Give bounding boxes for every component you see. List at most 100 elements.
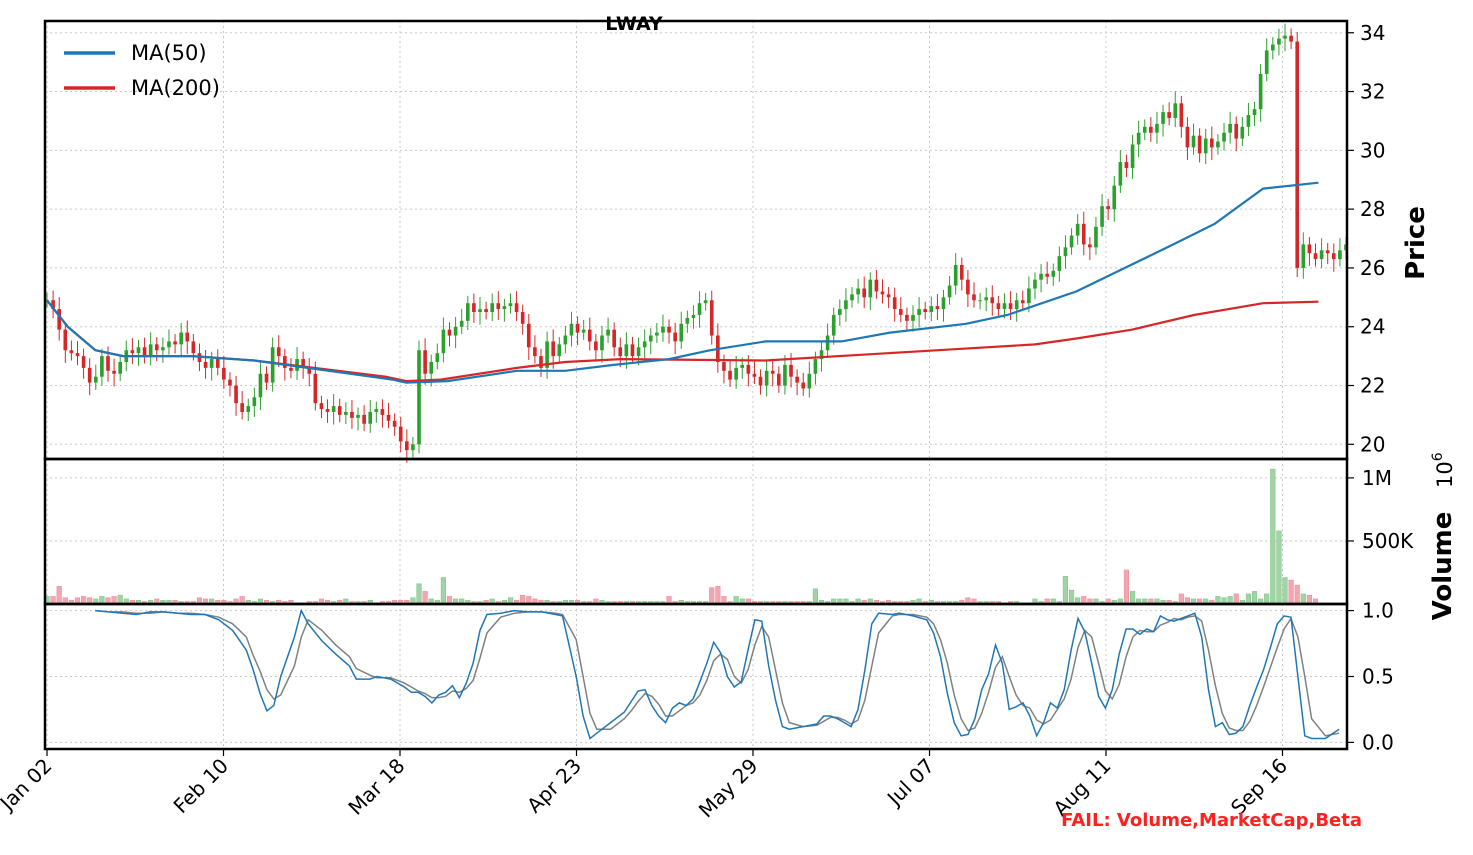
candle-body xyxy=(1319,250,1324,260)
candle-body xyxy=(1191,135,1196,148)
candle-body xyxy=(331,406,336,412)
candle-body xyxy=(81,356,86,368)
legend-ma200-label: MA(200) xyxy=(131,76,220,100)
price-y-tick-label: 30 xyxy=(1360,138,1385,162)
candle-body xyxy=(356,414,360,418)
candle-body xyxy=(392,420,397,427)
candle-body xyxy=(789,364,793,377)
candle-body xyxy=(209,359,214,368)
volume-bar xyxy=(1282,577,1288,605)
volume-bar xyxy=(1233,593,1239,605)
candle-body xyxy=(1277,38,1281,45)
candle-body xyxy=(935,306,940,310)
candle-body xyxy=(429,361,434,374)
candle-body xyxy=(283,356,287,368)
candle-body xyxy=(337,406,342,415)
candle-body xyxy=(136,347,141,354)
candle-body xyxy=(1258,73,1263,110)
candle-body xyxy=(947,285,952,298)
candle-body xyxy=(1203,138,1208,154)
candle-body xyxy=(130,350,135,354)
candle-body xyxy=(740,364,745,368)
candle-body xyxy=(478,309,482,313)
candle-body xyxy=(1033,279,1037,289)
volume-bar xyxy=(56,586,62,605)
volume-bar xyxy=(1306,594,1312,605)
x-tick-label: May 29 xyxy=(694,754,763,823)
candle-body xyxy=(1234,123,1239,139)
candle-body xyxy=(154,344,159,351)
candle-body xyxy=(886,294,891,298)
candle-body xyxy=(545,341,549,368)
x-tick-label: Jan 02 xyxy=(0,754,57,817)
candle-body xyxy=(923,309,928,313)
candle-body xyxy=(319,403,324,410)
candle-body xyxy=(1088,244,1092,248)
volume-bar xyxy=(1123,569,1130,605)
candle-body xyxy=(685,317,690,324)
candlesticks xyxy=(45,23,1348,463)
candle-body xyxy=(655,332,659,336)
candle-body xyxy=(1313,253,1318,260)
candle-body xyxy=(472,303,476,313)
candle-body xyxy=(301,359,305,368)
candle-body xyxy=(630,344,635,357)
volume-scale-label: 106 xyxy=(1430,452,1457,488)
candle-body xyxy=(1240,126,1245,139)
candle-body xyxy=(100,356,104,377)
stochastic-panel-frame xyxy=(43,602,1349,751)
candle-body xyxy=(1075,223,1080,236)
candle-body xyxy=(953,264,958,286)
candle-body xyxy=(1094,226,1098,248)
candle-body xyxy=(892,297,897,310)
price-y-tick-label: 28 xyxy=(1360,197,1385,221)
candle-body xyxy=(1167,112,1171,119)
candle-body xyxy=(502,306,507,310)
candle-body xyxy=(1338,250,1342,260)
candle-body xyxy=(75,353,80,357)
volume-bar xyxy=(422,591,428,605)
candle-body xyxy=(691,314,696,318)
fail-message: FAIL: Volume,MarketCap,Beta xyxy=(1061,810,1362,831)
candle-body xyxy=(1295,41,1300,268)
volume-bar xyxy=(1276,530,1282,605)
ma50-line xyxy=(46,181,1319,384)
candle-body xyxy=(1270,44,1275,51)
candle-body xyxy=(490,303,495,313)
candle-body xyxy=(813,359,818,374)
volume-bar xyxy=(709,587,715,605)
x-tick-label: Mar 18 xyxy=(343,754,409,820)
volume-bar xyxy=(1270,468,1276,605)
volume-bar xyxy=(1062,576,1069,605)
price-grid xyxy=(45,21,1347,459)
candle-body xyxy=(234,385,238,404)
volume-panel-frame xyxy=(43,457,1349,606)
candle-body xyxy=(1197,135,1202,154)
candle-body xyxy=(795,376,799,383)
volume-bar xyxy=(416,583,422,605)
candle-body xyxy=(917,309,921,315)
candle-body xyxy=(648,335,653,342)
candle-body xyxy=(453,326,458,336)
candle-body xyxy=(215,359,220,368)
candle-body xyxy=(1185,126,1190,148)
candle-body xyxy=(606,329,610,336)
candle-body xyxy=(1008,303,1013,310)
volume-bar xyxy=(812,588,818,605)
candle-body xyxy=(173,341,177,345)
volume-bar xyxy=(1068,589,1075,605)
candle-body xyxy=(63,329,68,351)
candle-body xyxy=(1051,270,1056,277)
candle-body xyxy=(587,329,592,342)
candle-body xyxy=(1210,138,1214,148)
candle-body xyxy=(777,373,781,386)
candle-body xyxy=(1149,126,1153,133)
candle-body xyxy=(526,323,531,348)
volume-bar xyxy=(715,586,721,605)
candle-body xyxy=(118,361,123,374)
chart-title: LWAY xyxy=(605,13,663,35)
candle-body xyxy=(636,347,641,357)
volume-bar xyxy=(1300,593,1306,605)
candle-body xyxy=(1124,162,1129,168)
volume-bar xyxy=(1178,593,1184,605)
